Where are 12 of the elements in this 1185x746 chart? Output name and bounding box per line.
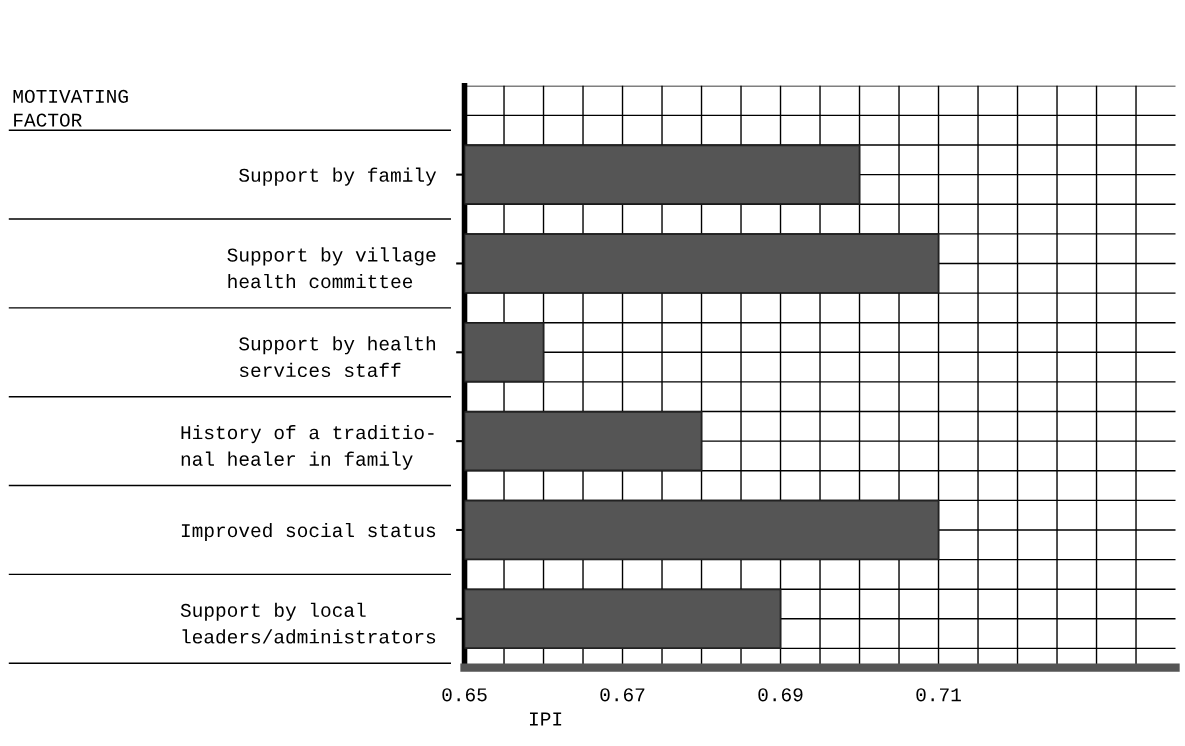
y-tick-label: Support by health services staff [239, 336, 436, 378]
x-tick-label: 0.69 [758, 688, 803, 702]
y-tick-label: Improved social status [181, 522, 436, 542]
y-tick-label: Support by local leaders/administrators [180, 602, 436, 644]
y-tick-label: Support by village health committee [227, 247, 436, 289]
text: MOTIVATING FACTOR [13, 89, 128, 127]
x-tick-label: 0.65 [442, 688, 487, 702]
y-tick-label: History of a traditio- nal healer in family [181, 425, 434, 470]
x-tick-label: 0.71 [916, 688, 961, 702]
x-axis-title: IPI [529, 712, 562, 726]
x-tick-label: 0.67 [600, 688, 645, 702]
y-tick-label: Support by family [239, 167, 437, 186]
